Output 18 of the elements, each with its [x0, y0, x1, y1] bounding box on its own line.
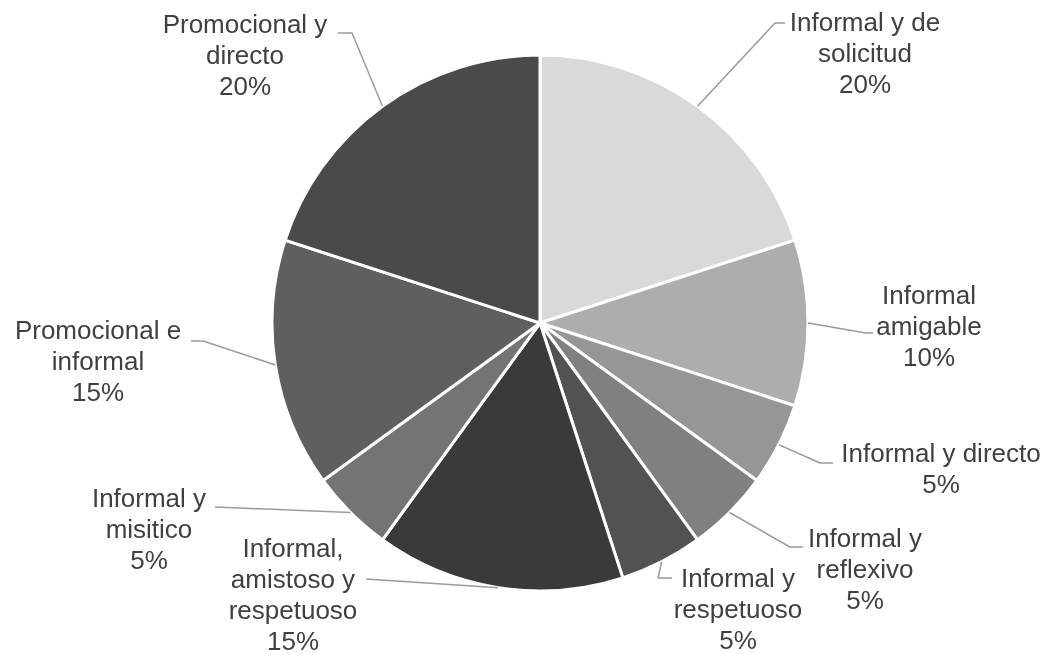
- data-label: 10%: [902, 342, 956, 372]
- slice-label: Informal, amistoso y respetuoso: [228, 533, 358, 625]
- slice-label: Informal y misitico: [91, 483, 207, 544]
- slice-label: Informal y de solicitud: [789, 7, 941, 68]
- data-label: 20%: [218, 71, 272, 101]
- data-label: 5%: [719, 625, 757, 654]
- slice-label: Promocional y directo: [162, 9, 328, 70]
- data-label: 5%: [130, 545, 168, 575]
- slice-label: Informal y directo: [841, 438, 1041, 468]
- slice-label: Promocional e informal: [14, 315, 182, 376]
- slice-label: Informal y reflexivo: [807, 523, 923, 584]
- data-label: 15%: [71, 377, 125, 407]
- slice-label: Informal y respetuoso: [673, 563, 803, 624]
- slice-label: Informal amigable: [876, 280, 982, 341]
- data-label: 20%: [838, 69, 892, 99]
- data-label: 15%: [266, 626, 320, 654]
- data-label: 5%: [846, 585, 884, 615]
- data-label: 5%: [922, 469, 960, 499]
